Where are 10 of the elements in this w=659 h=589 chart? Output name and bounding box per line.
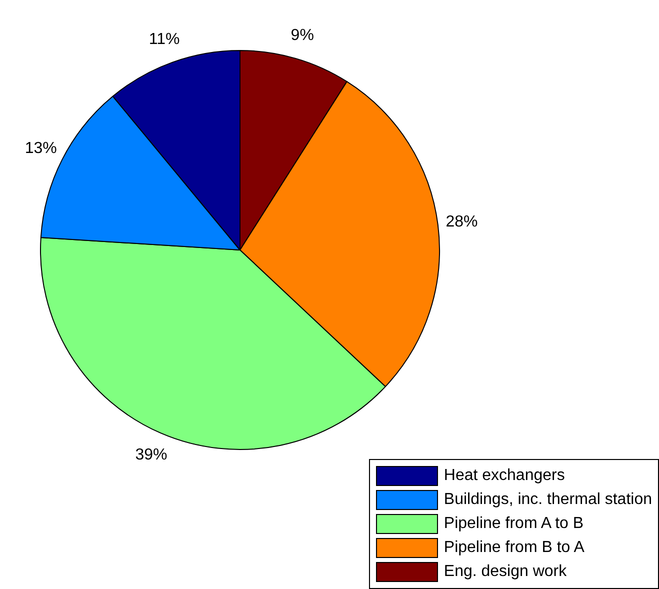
legend-label: Eng. design work xyxy=(444,563,567,581)
data-label: 28% xyxy=(446,213,478,230)
legend-label: Buildings, inc. thermal station xyxy=(444,491,652,509)
data-label: 13% xyxy=(24,140,57,157)
legend-label: Pipeline from A to B xyxy=(444,515,584,533)
legend-label: Heat exchangers xyxy=(444,467,565,485)
data-label: 11% xyxy=(148,31,180,48)
data-label: 39% xyxy=(135,446,168,464)
legend-label: Pipeline from B to A xyxy=(444,539,584,557)
data-label: 9% xyxy=(290,26,314,44)
